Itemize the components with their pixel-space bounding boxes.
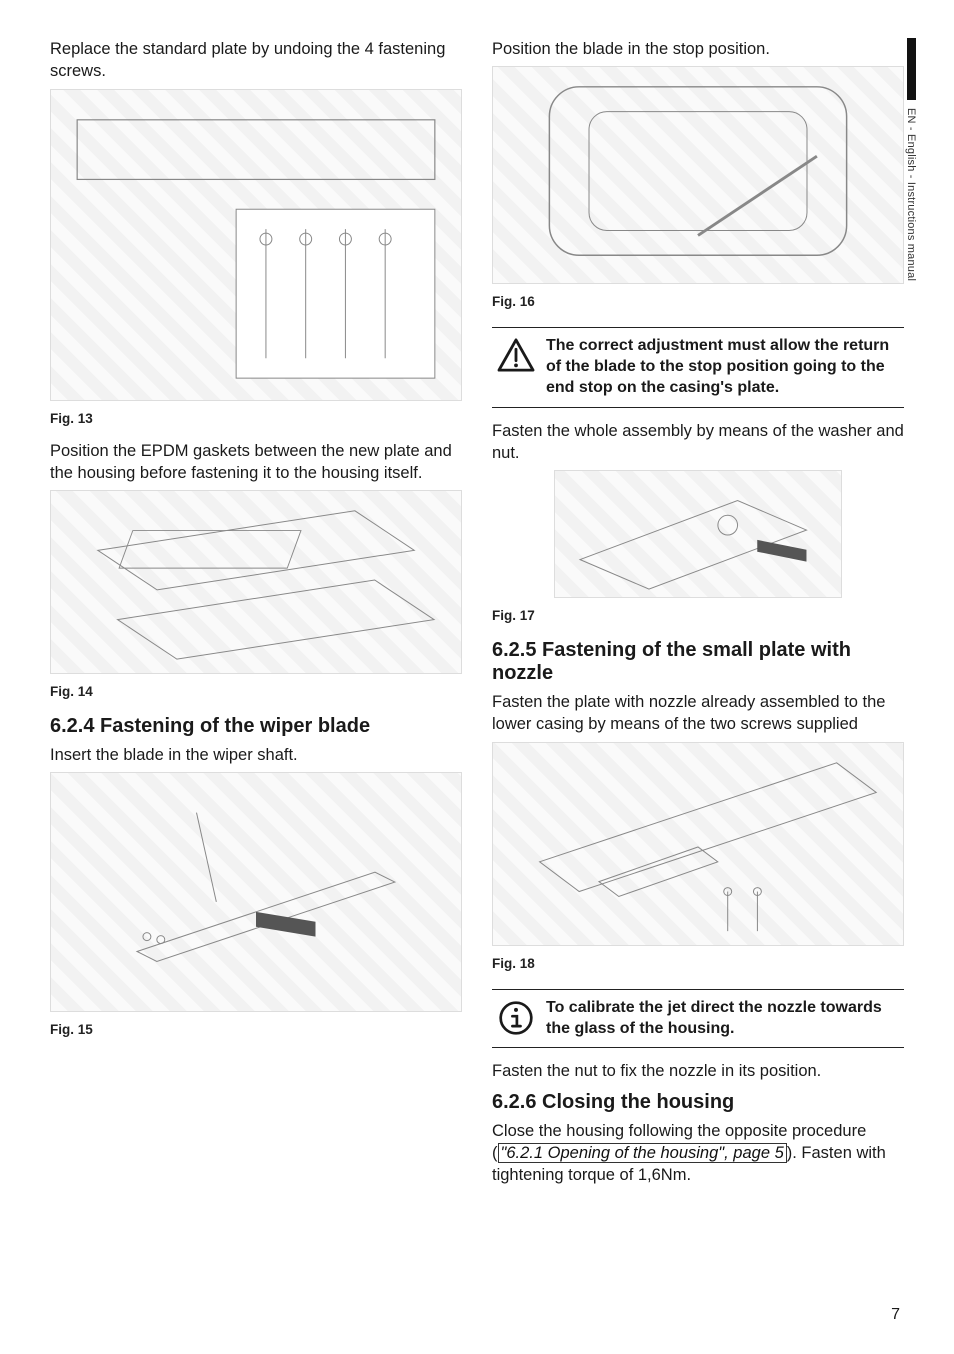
para-fasten-nozzle-plate: Fasten the plate with nozzle already ass… (492, 691, 904, 736)
para-position-blade: Position the blade in the stop position. (492, 38, 904, 60)
info-callout: To calibrate the jet direct the nozzle t… (492, 989, 904, 1049)
figure-18-label: Fig. 18 (492, 956, 904, 971)
page-number: 7 (891, 1306, 900, 1324)
figure-17-svg (555, 471, 841, 597)
para-replace-plate: Replace the standard plate by undoing th… (50, 38, 462, 83)
figure-13-svg (51, 90, 461, 400)
para-insert-blade: Insert the blade in the wiper shaft. (50, 744, 462, 766)
info-icon (496, 998, 536, 1040)
figure-15-label: Fig. 15 (50, 1022, 462, 1037)
side-tab-label: EN - English - Instructions manual (905, 108, 917, 281)
figure-14 (50, 490, 462, 674)
heading-6-2-4: 6.2.4 Fastening of the wiper blade (50, 715, 462, 738)
figure-16-svg (493, 67, 903, 283)
xref-6-2-1[interactable]: "6.2.1 Opening of the housing", page 5 (498, 1143, 787, 1163)
figure-17-label: Fig. 17 (492, 608, 904, 623)
heading-6-2-5: 6.2.5 Fastening of the small plate with … (492, 639, 904, 685)
page-content: Replace the standard plate by undoing th… (0, 0, 954, 1222)
figure-14-label: Fig. 14 (50, 684, 462, 699)
figure-16-label: Fig. 16 (492, 294, 904, 309)
para-close-housing: Close the housing following the opposite… (492, 1120, 904, 1187)
para-fasten-assembly: Fasten the whole assembly by means of th… (492, 420, 904, 465)
figure-13 (50, 89, 462, 401)
info-text: To calibrate the jet direct the nozzle t… (546, 998, 900, 1040)
figure-15 (50, 772, 462, 1012)
figure-15-svg (51, 773, 461, 1011)
figure-14-svg (51, 491, 461, 673)
para-fasten-nut: Fasten the nut to fix the nozzle in its … (492, 1060, 904, 1082)
para-epdm-gaskets: Position the EPDM gaskets between the ne… (50, 440, 462, 485)
warning-text: The correct adjustment must allow the re… (546, 336, 900, 398)
figure-17 (554, 470, 842, 598)
side-tab-bar (907, 38, 916, 100)
figure-13-label: Fig. 13 (50, 411, 462, 426)
figure-16 (492, 66, 904, 284)
heading-6-2-6: 6.2.6 Closing the housing (492, 1091, 904, 1114)
left-column: Replace the standard plate by undoing th… (50, 38, 462, 1192)
warning-callout: The correct adjustment must allow the re… (492, 327, 904, 407)
figure-18-svg (493, 743, 903, 945)
warning-icon (496, 336, 536, 398)
figure-18 (492, 742, 904, 946)
right-column: Position the blade in the stop position.… (492, 38, 904, 1192)
